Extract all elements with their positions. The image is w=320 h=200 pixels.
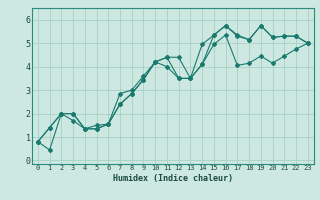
- X-axis label: Humidex (Indice chaleur): Humidex (Indice chaleur): [113, 174, 233, 183]
